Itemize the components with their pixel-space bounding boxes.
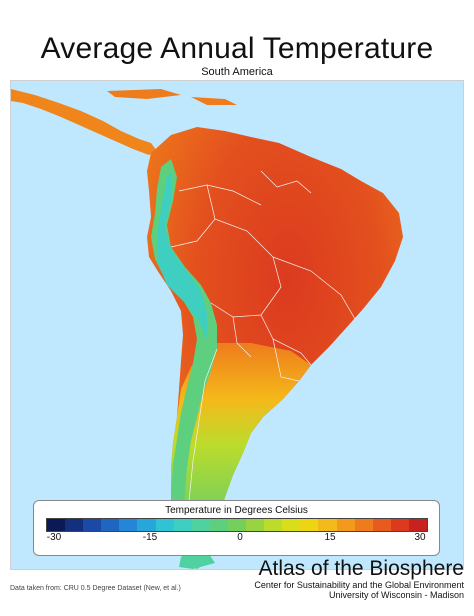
center-name: Center for Sustainability and the Global… — [254, 580, 464, 590]
map-canvas — [11, 89, 403, 569]
legend-title: Temperature in Degrees Celsius — [165, 505, 308, 516]
legend-swatch — [354, 519, 373, 531]
legend-tick-zero: 0 — [237, 532, 243, 543]
caribbean-island — [107, 89, 181, 99]
legend-swatch — [191, 519, 210, 531]
legend-swatch — [390, 519, 409, 531]
legend-swatch — [372, 519, 391, 531]
legend-swatch — [101, 519, 120, 531]
temperature-map — [10, 80, 464, 570]
legend-swatch — [282, 519, 301, 531]
central-america — [11, 89, 157, 155]
legend-swatch — [336, 519, 355, 531]
temperature-legend: Temperature in Degrees Celsius -30 -15 0… — [33, 500, 440, 556]
legend-swatch — [155, 519, 174, 531]
legend-swatch — [173, 519, 192, 531]
legend-swatch — [47, 519, 66, 531]
legend-swatch — [408, 519, 427, 531]
data-source-note: Data taken from: CRU 0.5 Degree Dataset … — [10, 585, 181, 592]
caribbean-island-2 — [191, 97, 237, 105]
legend-swatch — [209, 519, 228, 531]
legend-tick-neg15: -15 — [142, 532, 158, 543]
map-subtitle: South America — [201, 66, 273, 78]
legend-swatch — [119, 519, 138, 531]
legend-swatch — [318, 519, 337, 531]
atlas-branding: Atlas of the Biosphere Center for Sustai… — [254, 557, 464, 601]
university-name: University of Wisconsin - Madison — [328, 590, 464, 600]
legend-swatch — [65, 519, 84, 531]
legend-swatch — [227, 519, 247, 531]
legend-swatch — [83, 519, 102, 531]
legend-tick-15: 15 — [324, 532, 336, 543]
legend-swatch — [300, 519, 319, 531]
legend-color-bar — [46, 518, 428, 532]
andes-core — [157, 173, 207, 339]
atlas-name: Atlas of the Biosphere — [258, 557, 464, 580]
legend-tick-min: -30 — [46, 532, 62, 543]
legend-swatch — [137, 519, 156, 531]
legend-swatch — [246, 519, 265, 531]
legend-tick-max: 30 — [414, 532, 426, 543]
legend-swatch — [264, 519, 283, 531]
map-title: Average Annual Temperature — [40, 32, 434, 65]
